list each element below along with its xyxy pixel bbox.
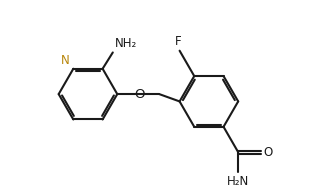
Text: F: F — [175, 35, 181, 48]
Text: H₂N: H₂N — [227, 175, 249, 188]
Text: NH₂: NH₂ — [115, 37, 138, 50]
Text: O: O — [134, 88, 145, 101]
Text: N: N — [61, 54, 69, 67]
Text: O: O — [264, 146, 273, 159]
